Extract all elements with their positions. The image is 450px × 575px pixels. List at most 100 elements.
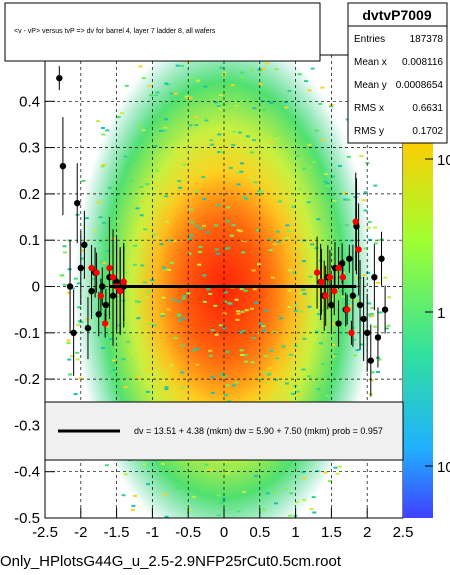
density-speckle — [302, 477, 307, 480]
density-speckle — [271, 374, 276, 377]
density-speckle — [198, 227, 203, 230]
density-speckle — [366, 226, 371, 229]
x-axis: -2.5 -2 -1.5 -1 -0.5 0 0.5 1 1.5 2 2.5 — [32, 508, 413, 541]
density-speckle — [291, 205, 296, 208]
density-speckle — [208, 354, 213, 357]
density-speckle — [277, 200, 282, 203]
density-speckle — [224, 394, 229, 397]
density-speckle — [258, 70, 263, 73]
black-data-point — [371, 274, 378, 281]
density-speckle — [355, 299, 360, 302]
density-speckle — [222, 71, 227, 74]
density-speckle — [147, 84, 152, 87]
density-speckle — [230, 84, 235, 87]
density-speckle — [300, 248, 305, 251]
density-speckle — [228, 469, 233, 472]
density-speckle — [270, 276, 275, 279]
density-speckle — [221, 177, 226, 180]
density-speckle — [287, 306, 292, 309]
density-speckle — [145, 390, 150, 393]
density-speckle — [225, 220, 230, 223]
density-speckle — [174, 98, 179, 101]
density-speckle — [285, 237, 290, 240]
red-data-point — [322, 292, 329, 299]
density-speckle — [67, 358, 72, 361]
density-speckle — [283, 399, 288, 402]
density-speckle — [373, 184, 378, 187]
density-speckle — [346, 198, 351, 201]
density-speckle — [265, 62, 270, 65]
stats-value: 0.008116 — [402, 57, 443, 68]
density-speckle — [287, 269, 292, 272]
red-data-point — [97, 292, 105, 299]
density-speckle — [274, 68, 279, 71]
density-speckle — [376, 239, 381, 242]
density-speckle — [93, 230, 98, 233]
black-data-point — [378, 255, 385, 262]
density-speckle — [206, 288, 211, 291]
density-speckle — [318, 102, 323, 105]
density-speckle — [228, 166, 233, 169]
density-speckle — [330, 245, 335, 248]
density-speckle — [222, 374, 227, 377]
density-speckle — [188, 96, 193, 99]
density-speckle — [154, 237, 159, 240]
density-speckle — [169, 92, 174, 95]
density-speckle — [291, 392, 296, 395]
density-speckle — [126, 340, 131, 343]
density-speckle — [299, 245, 304, 248]
density-speckle — [162, 493, 167, 496]
stats-value: 0.0008654 — [396, 80, 444, 91]
density-speckle — [373, 226, 378, 229]
density-speckle — [301, 260, 306, 263]
density-speckle — [171, 298, 176, 301]
density-speckle — [63, 251, 68, 254]
density-speckle — [165, 220, 170, 223]
density-speckle — [275, 357, 280, 360]
density-speckle — [139, 214, 144, 217]
density-speckle — [308, 275, 313, 278]
density-speckle — [123, 386, 128, 389]
density-speckle — [285, 487, 290, 490]
density-speckle — [141, 129, 146, 132]
density-speckle — [195, 79, 200, 82]
density-speckle — [331, 343, 336, 346]
density-speckle — [234, 104, 239, 107]
density-speckle — [204, 463, 209, 466]
density-speckle — [169, 261, 174, 264]
black-data-point — [66, 283, 74, 290]
density-speckle — [222, 327, 227, 330]
y-tick-label: -0.3 — [14, 417, 40, 434]
x-tick-label: 1.5 — [321, 524, 342, 541]
density-speckle — [105, 325, 110, 328]
density-speckle — [187, 546, 191, 548]
density-speckle — [261, 67, 266, 70]
density-speckle — [137, 300, 142, 303]
red-data-point — [120, 278, 127, 286]
density-speckle — [62, 283, 67, 286]
red-data-point — [313, 269, 321, 276]
density-speckle — [180, 386, 185, 389]
density-speckle — [100, 126, 105, 129]
density-speckle — [194, 347, 199, 350]
density-speckle — [256, 331, 261, 334]
density-speckle — [298, 393, 303, 396]
black-data-point — [77, 264, 85, 272]
density-speckle — [162, 267, 167, 270]
density-speckle — [384, 327, 389, 330]
density-speckle — [231, 224, 236, 227]
stats-value: 187378 — [410, 34, 444, 45]
density-speckle — [218, 107, 223, 110]
density-speckle — [220, 151, 225, 154]
density-speckle — [120, 112, 125, 115]
density-speckle — [206, 524, 210, 526]
density-speckle — [173, 337, 178, 340]
density-speckle — [266, 382, 271, 385]
density-speckle — [232, 384, 237, 387]
stats-label: Mean x — [354, 57, 387, 68]
density-speckle — [293, 466, 298, 469]
x-tick-label: 0 — [220, 524, 228, 541]
density-speckle — [81, 249, 86, 252]
density-speckle — [157, 128, 162, 131]
density-speckle — [349, 304, 354, 307]
